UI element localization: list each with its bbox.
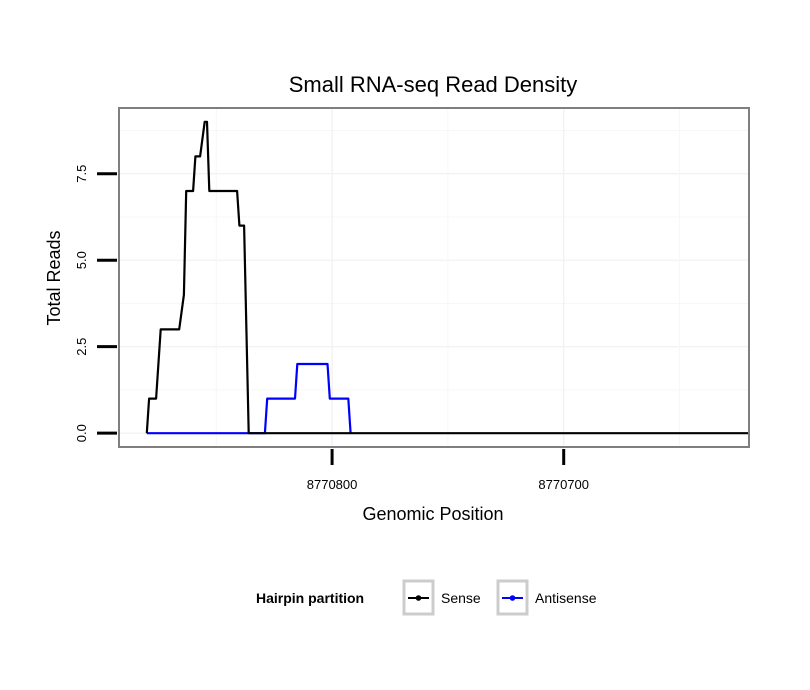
y-axis-label: Total Reads: [44, 230, 64, 325]
data-series: [145, 120, 749, 435]
plot-panel-border: [118, 107, 750, 448]
axis-ticks: [97, 172, 566, 465]
legend-item-antisense: Antisense: [496, 579, 597, 616]
legend-item-sense: Sense: [402, 579, 481, 616]
x-axis-label: Genomic Position: [362, 504, 503, 524]
x-tick-label: 8770800: [307, 477, 358, 492]
series-line-sense: [145, 120, 749, 435]
legend-label-sense: Sense: [441, 590, 481, 606]
grid-lines: [119, 108, 749, 447]
y-tick-label: 7.5: [74, 165, 89, 183]
y-tick-label: 2.5: [74, 338, 89, 356]
legend-point-sense: [415, 595, 422, 601]
y-tick-label: 5.0: [74, 251, 89, 269]
legend-title: Hairpin partition: [256, 590, 364, 606]
legend: Hairpin partition Sense Antisense: [256, 579, 597, 616]
legend-point-antisense: [509, 595, 516, 601]
series-line-antisense: [146, 362, 352, 435]
y-tick-label: 0.0: [74, 424, 89, 442]
legend-label-antisense: Antisense: [535, 590, 597, 606]
x-tick-label: 8770700: [538, 477, 589, 492]
chart-title: Small RNA-seq Read Density: [289, 72, 578, 97]
tick-labels: 0.0 2.5 5.0 7.5 8770800 8770700: [74, 165, 589, 492]
